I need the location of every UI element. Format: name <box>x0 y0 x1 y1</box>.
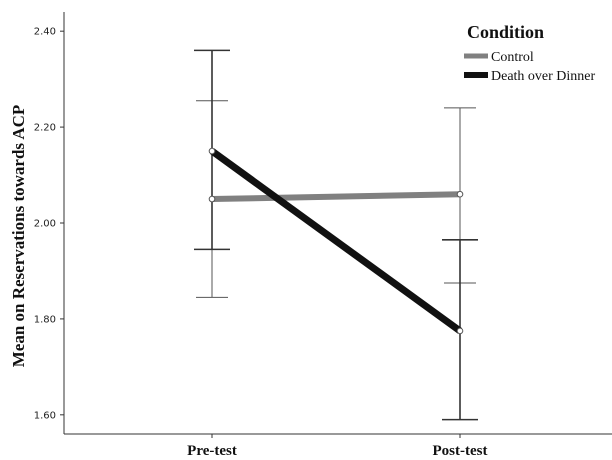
data-point <box>456 327 464 335</box>
y-tick-label: 2.40 <box>34 27 56 38</box>
data-point <box>208 195 216 203</box>
y-ticks: 1.60 1.80 2.00 2.20 2.40 <box>34 27 64 421</box>
y-tick-label: 1.80 <box>34 314 56 325</box>
series-lines <box>209 148 463 334</box>
y-tick-label: 2.20 <box>34 123 56 134</box>
data-point <box>456 190 464 198</box>
error-bars <box>194 49 478 421</box>
y-tick-label: 2.00 <box>34 219 56 230</box>
series-line-death-over-dinner <box>209 148 463 334</box>
x-tick-label: Post-test <box>433 443 488 459</box>
x-tick-labels: Pre-test Post-test <box>187 434 487 459</box>
x-tick-label: Pre-test <box>187 443 237 459</box>
y-tick-label: 1.60 <box>34 410 56 421</box>
legend-label: Control <box>491 50 534 65</box>
legend-title: Condition <box>467 22 544 42</box>
legend-label: Death over Dinner <box>491 69 596 84</box>
series-points <box>208 147 464 335</box>
data-point <box>208 147 216 155</box>
y-axis-title: Mean on Reservations towards ACP <box>9 105 28 368</box>
legend: Condition Control Death over Dinner <box>464 22 596 84</box>
series-line-control <box>211 191 461 203</box>
